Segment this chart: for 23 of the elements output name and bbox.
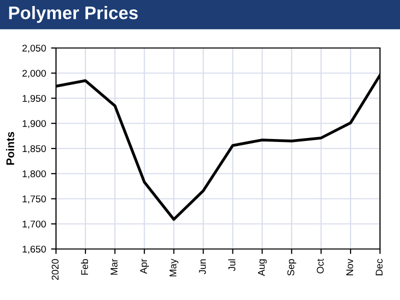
x-tick-label: Jul	[228, 259, 236, 271]
chart-title: Polymer Prices	[9, 6, 138, 23]
y-tick-label: 1,800	[22, 170, 46, 178]
x-tick-label: May	[170, 258, 178, 276]
y-axis-title: Points	[6, 132, 14, 165]
x-tick-label: Jun	[199, 259, 206, 274]
x-tick-label: Aug	[258, 259, 267, 276]
x-tick-label: Apr	[140, 258, 149, 274]
y-tick-label: 1,850	[22, 145, 46, 154]
x-tick-label: Oct	[316, 258, 324, 274]
y-tick-label: 1,950	[22, 94, 46, 104]
x-tick-label: Mar	[110, 258, 118, 275]
x-tick-label: Feb	[80, 259, 88, 275]
y-tick-label: 2,050	[22, 44, 46, 53]
x-tick-label: Dec	[376, 258, 383, 276]
y-tick-label: 2,000	[22, 70, 46, 78]
x-tick-label: Sep	[287, 259, 296, 276]
y-tick-label: 1,900	[22, 120, 46, 128]
y-tick-label: 1,650	[22, 246, 46, 254]
y-tick-label: 1,750	[22, 195, 46, 204]
y-tick-label: 1,700	[22, 220, 46, 229]
x-tick-label: Nov	[346, 258, 354, 276]
x-tick-label: 2020	[52, 259, 59, 280]
